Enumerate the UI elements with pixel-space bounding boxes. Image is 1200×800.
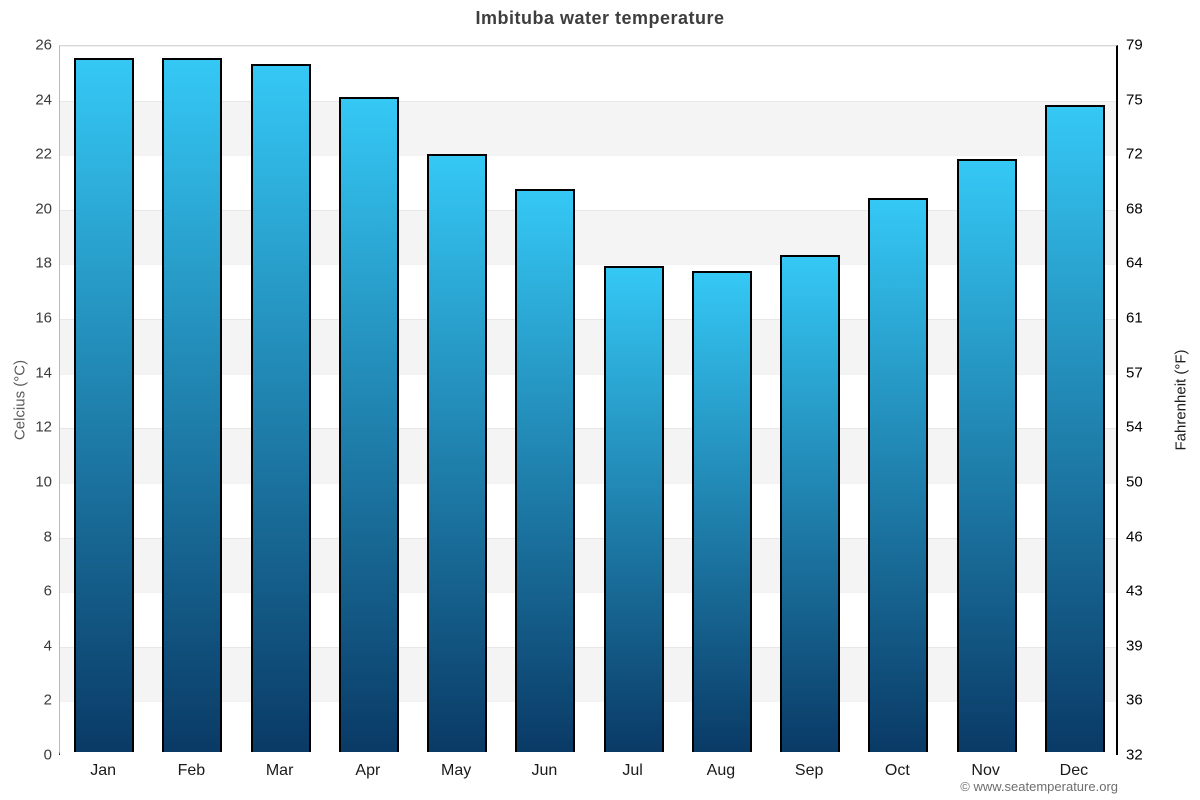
x-axis-label-aug: Aug bbox=[706, 762, 736, 779]
y-tick-celsius-4: 4 bbox=[43, 637, 52, 655]
y-tick-celsius-2: 2 bbox=[43, 691, 52, 709]
y-tick-celsius-24: 24 bbox=[35, 91, 52, 109]
y-tick-fahrenheit-72: 72 bbox=[1126, 145, 1143, 163]
x-axis-label-jul: Jul bbox=[622, 762, 643, 779]
y-tick-celsius-8: 8 bbox=[43, 528, 52, 546]
y-tick-celsius-10: 10 bbox=[35, 473, 52, 491]
bar-sep bbox=[780, 255, 841, 752]
grid-band bbox=[60, 592, 1116, 647]
grid-band bbox=[60, 319, 1116, 374]
plot-area bbox=[59, 45, 1118, 756]
bar-feb bbox=[162, 58, 223, 752]
bar-jul bbox=[603, 265, 664, 752]
bar-jun bbox=[515, 189, 576, 752]
y-tick-fahrenheit-36: 36 bbox=[1126, 691, 1143, 709]
y-tick-celsius-14: 14 bbox=[35, 364, 52, 382]
x-axis-label-jan: Jan bbox=[90, 762, 117, 779]
x-axis-label-sep: Sep bbox=[794, 762, 824, 779]
y-tick-celsius-22: 22 bbox=[35, 145, 52, 163]
x-axis-label-dec: Dec bbox=[1059, 762, 1089, 779]
grid-band bbox=[60, 155, 1116, 210]
grid-band bbox=[60, 701, 1116, 756]
y-tick-fahrenheit-43: 43 bbox=[1126, 582, 1143, 600]
bar-mar bbox=[250, 63, 311, 752]
y-tick-celsius-20: 20 bbox=[35, 200, 52, 218]
x-axis-label-nov: Nov bbox=[971, 762, 1000, 779]
y-tick-celsius-26: 26 bbox=[35, 36, 52, 54]
x-axis-label-mar: Mar bbox=[265, 762, 294, 779]
x-axis-label-oct: Oct bbox=[884, 762, 910, 779]
y-tick-celsius-12: 12 bbox=[35, 418, 52, 436]
bar-dec bbox=[1044, 104, 1105, 752]
y-tick-fahrenheit-39: 39 bbox=[1126, 637, 1143, 655]
grid-band bbox=[60, 100, 1116, 156]
grid-band bbox=[60, 537, 1116, 593]
bar-oct bbox=[868, 197, 929, 752]
y-tick-celsius-18: 18 bbox=[35, 254, 52, 272]
y-tick-celsius-16: 16 bbox=[35, 309, 52, 327]
y-tick-fahrenheit-57: 57 bbox=[1126, 364, 1143, 382]
y-tick-fahrenheit-64: 64 bbox=[1126, 254, 1143, 272]
y-tick-fahrenheit-75: 75 bbox=[1126, 91, 1143, 109]
grid-band bbox=[60, 646, 1116, 702]
y-tick-fahrenheit-79: 79 bbox=[1126, 36, 1143, 54]
x-axis-label-apr: Apr bbox=[355, 762, 381, 779]
grid-band bbox=[60, 46, 1116, 101]
y-tick-celsius-0: 0 bbox=[43, 746, 52, 764]
grid-band bbox=[60, 209, 1116, 265]
x-axis-label-feb: Feb bbox=[177, 762, 206, 779]
grid-band bbox=[60, 482, 1116, 538]
y-tick-fahrenheit-54: 54 bbox=[1126, 418, 1143, 436]
copyright-text: © www.seatemperature.org bbox=[960, 779, 1118, 794]
bar-apr bbox=[338, 96, 399, 752]
y-axis-label-fahrenheit: Fahrenheit (°F) bbox=[1172, 349, 1190, 451]
y-tick-fahrenheit-50: 50 bbox=[1126, 473, 1143, 491]
grid-band bbox=[60, 264, 1116, 320]
bar-aug bbox=[691, 271, 752, 752]
bar-jan bbox=[74, 58, 135, 752]
grid-band bbox=[60, 373, 1116, 429]
x-axis-label-may: May bbox=[441, 762, 472, 779]
y-tick-fahrenheit-32: 32 bbox=[1126, 746, 1143, 764]
x-axis-label-jun: Jun bbox=[531, 762, 558, 779]
y-tick-fahrenheit-68: 68 bbox=[1126, 200, 1143, 218]
y-tick-celsius-6: 6 bbox=[43, 582, 52, 600]
bar-nov bbox=[956, 159, 1017, 752]
y-tick-fahrenheit-46: 46 bbox=[1126, 528, 1143, 546]
grid-band bbox=[60, 428, 1116, 483]
y-tick-fahrenheit-61: 61 bbox=[1126, 309, 1143, 327]
bar-may bbox=[427, 153, 488, 752]
chart-title: Imbituba water temperature bbox=[475, 8, 725, 28]
